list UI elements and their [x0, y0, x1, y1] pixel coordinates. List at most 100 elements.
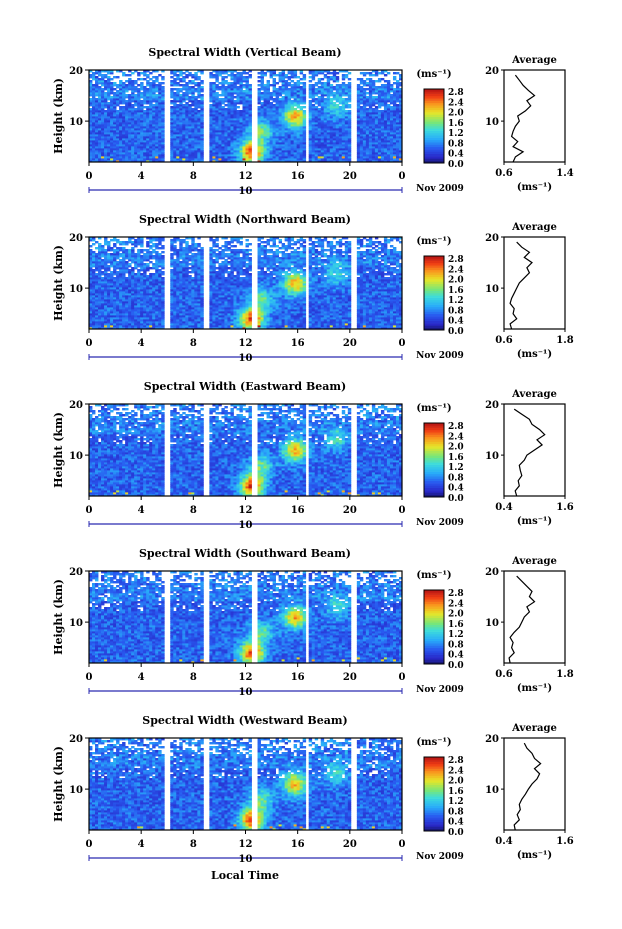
heatmap-cell — [248, 132, 252, 135]
heatmap-cell — [314, 144, 319, 147]
colorbar-swatch — [424, 109, 444, 113]
heatmap-cell — [107, 142, 111, 145]
heatmap-cell — [89, 156, 93, 159]
heatmap-cell — [383, 102, 388, 105]
heatmap-cell — [128, 94, 132, 97]
heatmap-cell — [137, 273, 141, 276]
heatmap-cell — [398, 118, 403, 121]
heatmap-cell — [233, 114, 237, 117]
heatmap-cell — [386, 88, 391, 91]
heatmap-cell — [344, 146, 349, 149]
heatmap-cell — [239, 146, 243, 149]
heatmap-cell — [248, 96, 252, 99]
heatmap-cell — [131, 307, 135, 310]
heatmap-cell — [215, 100, 219, 103]
heatmap-cell — [371, 160, 376, 163]
heatmap-cell — [116, 132, 120, 135]
heatmap-cell — [284, 88, 289, 91]
heatmap-cell — [221, 152, 225, 155]
heatmap-cell — [122, 106, 126, 109]
heatmap-cell — [182, 108, 186, 111]
heatmap-cell — [113, 134, 117, 137]
heatmap-cell — [344, 150, 349, 153]
heatmap-cell — [119, 255, 123, 258]
heatmap-cell — [290, 104, 295, 107]
heatmap-cell — [332, 156, 337, 159]
heatmap-cell — [272, 154, 276, 157]
heatmap-cell — [95, 307, 99, 310]
heatmap-cell — [233, 92, 237, 95]
colorbar-swatch — [424, 142, 444, 145]
heatmap-cell — [194, 116, 198, 119]
heatmap-cell — [299, 86, 304, 89]
heatmap-cell — [110, 148, 114, 151]
heatmap-cell — [395, 144, 400, 147]
heatmap-cell — [230, 82, 234, 85]
heatmap-cell — [263, 136, 267, 139]
heatmap-cell — [317, 158, 322, 161]
heatmap-cell — [245, 124, 249, 127]
heatmap-cell — [182, 78, 186, 81]
heatmap-cell — [275, 158, 280, 161]
heatmap-cell — [107, 144, 111, 147]
heatmap-cell — [275, 140, 280, 143]
heatmap-cell — [152, 243, 156, 246]
heatmap-cell — [89, 237, 93, 240]
heatmap-cell — [131, 273, 135, 276]
heatmap-cell — [149, 239, 153, 242]
heatmap-cell — [269, 130, 273, 133]
heatmap-cell — [173, 106, 177, 109]
heatmap-cell — [116, 70, 120, 73]
heatmap-cell — [149, 245, 153, 248]
heatmap-cell — [161, 70, 165, 73]
average-x-tick-label: 1.4 — [556, 168, 573, 179]
heatmap-cell — [125, 142, 129, 145]
heatmap-cell — [371, 98, 376, 101]
heatmap-cell — [173, 74, 177, 77]
heatmap-cell — [278, 112, 283, 115]
heatmap-cell — [188, 112, 192, 115]
heatmap-cell — [338, 150, 343, 153]
heatmap-cell — [230, 142, 234, 145]
heatmap-cell — [140, 263, 144, 266]
heatmap-cell — [380, 138, 385, 141]
heatmap-cell — [221, 86, 225, 89]
heatmap-cell — [170, 80, 174, 83]
heatmap-cell — [218, 136, 222, 139]
heatmap-cell — [302, 82, 307, 85]
colorbar-tick-label: 2.8 — [448, 88, 464, 98]
heatmap-cell — [311, 152, 316, 155]
heatmap-cell — [179, 136, 183, 139]
heatmap-cell — [92, 303, 96, 306]
heatmap-cell — [314, 90, 319, 93]
heatmap-cell — [173, 142, 177, 145]
heatmap-cell — [239, 128, 243, 131]
heatmap-cell — [134, 313, 138, 316]
heatmap-cell — [146, 253, 150, 256]
heatmap-cell — [104, 114, 108, 117]
heatmap-cell — [209, 142, 213, 145]
heatmap-cell — [302, 148, 307, 151]
heatmap-cell — [191, 74, 195, 77]
heatmap-cell — [260, 146, 264, 149]
heatmap-cell — [374, 146, 379, 149]
heatmap-cell — [140, 144, 144, 147]
heatmap-cell — [119, 128, 123, 131]
heatmap-cell — [122, 92, 126, 95]
heatmap-cell — [89, 305, 93, 308]
heatmap-cell — [329, 154, 334, 157]
heatmap-cell — [284, 112, 289, 115]
heatmap-cell — [170, 114, 174, 117]
heatmap-cell — [248, 122, 252, 125]
heatmap-cell — [152, 126, 156, 129]
heatmap-cell — [281, 130, 286, 133]
heatmap-cell — [302, 122, 307, 125]
heatmap-cell — [236, 92, 240, 95]
heatmap-cell — [365, 96, 370, 99]
heatmap-cell — [308, 122, 313, 125]
heatmap-cell — [149, 307, 153, 310]
heatmap-cell — [92, 325, 96, 328]
colorbar-swatch — [424, 139, 444, 143]
heatmap-cell — [344, 130, 349, 133]
